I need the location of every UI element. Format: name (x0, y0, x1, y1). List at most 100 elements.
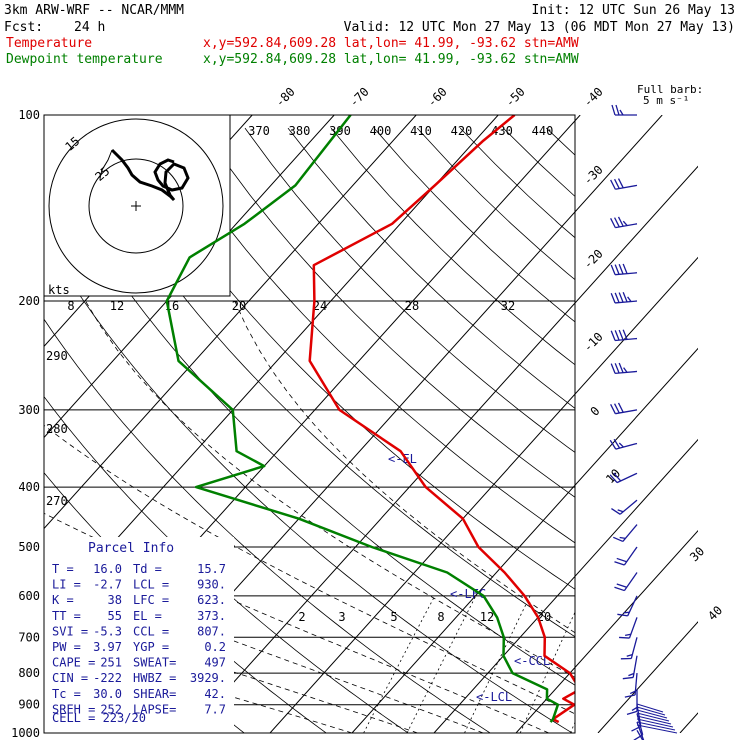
pressure-tick-700: 700 (18, 630, 40, 644)
dry-adiabat (44, 318, 491, 733)
wind-barb (614, 572, 638, 592)
dewpoint-location: x,y=592.84,609.28 lat,lon= 41.99, -93.62… (203, 52, 579, 67)
dry-adiabat (373, 127, 575, 323)
parcel-value: 15.7 (197, 562, 226, 576)
parcel-value: 3929. (190, 671, 226, 685)
wind-barb (610, 291, 638, 304)
parcel-value: 30.0 (93, 687, 122, 701)
wind-barb (610, 216, 638, 229)
parcel-row: T = (52, 562, 74, 576)
dry-adiabat (44, 238, 574, 733)
theta-label-370: 370 (248, 124, 270, 138)
wind-barb (636, 706, 666, 716)
wind-barb (613, 524, 638, 543)
theta-label-380: 380 (289, 124, 311, 138)
wind-barb (636, 724, 678, 734)
wind-barb (636, 709, 668, 719)
parcel-value: -2.7 (93, 578, 122, 592)
pressure-tick-500: 500 (18, 540, 40, 554)
moist-adiabat (44, 608, 418, 733)
isotherm-label--40: -40 (581, 85, 606, 110)
wind-barb (610, 402, 638, 415)
parcel-value: 3.97 (93, 640, 122, 654)
barb-note-line1: Full barb: (637, 83, 703, 96)
isotherm-label--20: -20 (581, 247, 606, 272)
wind-units-label: kts (48, 283, 70, 297)
isotherm-line (679, 712, 698, 733)
moist-adiabat (44, 568, 484, 733)
isotherm-label--80: -80 (273, 85, 298, 110)
isotherm-label-10: 10 (603, 466, 623, 486)
wind-barb (609, 438, 638, 450)
theta-label-440: 440 (532, 124, 554, 138)
level-label-2: <-CCL (514, 654, 550, 668)
parcel-value: 38 (108, 593, 122, 607)
wind-barb (620, 637, 638, 660)
model-title: 3km ARW-WRF -- NCAR/MMM (4, 3, 184, 18)
parcel-value: 7.7 (204, 702, 226, 716)
hodograph: 15 25 (43, 114, 231, 297)
mixing-ratio-labels: 2 3 5 8 12 20 (298, 610, 551, 624)
parcel-label: YGP = (133, 640, 169, 654)
parcel-value: -5.3 (93, 624, 122, 638)
temperature-legend: Temperature (6, 36, 92, 51)
wind-barb (611, 499, 638, 515)
parcel-row: CAPE = (52, 656, 95, 670)
parcel-row: SREH = (52, 702, 95, 716)
isotherm-label-0: 0 (588, 404, 603, 419)
isotherm-label--70: -70 (347, 85, 372, 110)
parcel-value: -222 (93, 671, 122, 685)
parcel-row: K = (52, 593, 74, 607)
pressure-tick-900: 900 (18, 698, 40, 712)
isotherm-label-30: 30 (687, 544, 707, 564)
adiabat-label-270: 270 (46, 494, 68, 508)
temperature-line (308, 115, 575, 724)
parcel-cell: CELL = 223/20 (52, 711, 146, 725)
parcel-value: 373. (197, 609, 226, 623)
mixing-ratio-label-2: 2 (298, 610, 305, 624)
isotherm-line (515, 530, 698, 733)
wind-barb (614, 546, 638, 566)
parcel-info-panel: Parcel Info T = 16.0 Td = 15.7 LI = -2.7 LCL =… (44, 537, 234, 733)
hodograph-trace (110, 148, 190, 202)
dewpoint-line (165, 115, 560, 723)
moist-adiabat (234, 300, 575, 634)
parcel-value: 497 (204, 656, 226, 670)
parcel-label: SHEAR= (133, 687, 176, 701)
dry-adiabat (459, 127, 575, 239)
pressure-tick-400: 400 (18, 480, 40, 494)
theta-label-430: 430 (491, 124, 513, 138)
parcel-label: SWEAT= (133, 656, 176, 670)
parcel-value: 252 (100, 702, 122, 716)
mixing-ratio-label-3: 3 (338, 610, 345, 624)
parcel-info-title: Parcel Info (88, 541, 174, 556)
isotherm-line (433, 438, 698, 733)
wind-barb (617, 595, 638, 617)
theta-label-400: 400 (370, 124, 392, 138)
wind-barb (636, 703, 664, 713)
temperature-location: x,y=592.84,609.28 lat,lon= 41.99, -93.62… (203, 36, 579, 51)
wind-barb (622, 655, 638, 680)
profile-lines (165, 115, 575, 724)
parcel-value: 55 (108, 609, 122, 623)
parcel-row: CIN = (52, 671, 88, 685)
dry-adiabat (718, 128, 740, 740)
dry-adiabat (72, 127, 575, 638)
parcel-row: LI = (52, 578, 81, 592)
wind-barb (609, 472, 638, 484)
level-label-3: <-LCL (476, 690, 512, 704)
parcel-row: TT = (52, 609, 81, 623)
wind-speed-label-8: 8 (67, 299, 74, 313)
isotherm-label-40: 40 (705, 603, 725, 623)
plot-frame (43, 114, 576, 734)
isotherm-line (44, 115, 499, 621)
parcel-row: SVI = (52, 624, 88, 638)
wind-speed-label-28: 28 (405, 299, 419, 313)
isotherm-line (351, 347, 698, 733)
mixing-ratio-label-8: 8 (437, 610, 444, 624)
wind-barb (636, 712, 670, 722)
theta-labels: 370 380 390 400 410 420 430 440 (248, 124, 553, 138)
isotherm-line (0, 115, 6, 733)
pressure-tick-800: 800 (18, 666, 40, 680)
